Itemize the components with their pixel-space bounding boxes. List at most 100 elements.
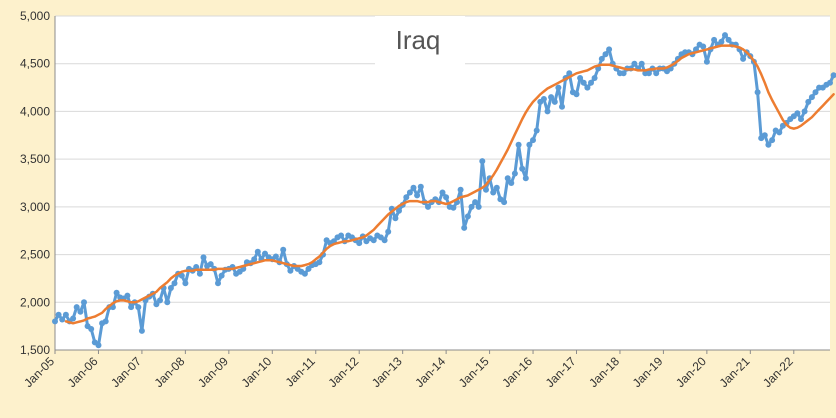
data-point <box>769 137 776 144</box>
x-tick-label: Jan-09 <box>195 354 231 390</box>
data-point <box>602 51 609 58</box>
data-point <box>475 203 482 210</box>
data-point <box>385 228 392 235</box>
data-point <box>70 315 77 322</box>
data-point <box>530 137 536 144</box>
data-point <box>722 32 728 39</box>
data-point <box>62 311 69 318</box>
data-point <box>417 183 424 190</box>
x-tick-label: Jan-19 <box>630 354 666 390</box>
data-point <box>218 272 225 279</box>
data-point <box>493 184 500 191</box>
x-tick-label: Jan-07 <box>108 354 144 390</box>
data-point <box>472 199 479 206</box>
data-point <box>95 342 102 349</box>
data-point <box>272 253 279 260</box>
data-point <box>254 248 261 255</box>
data-point <box>439 189 446 196</box>
data-point <box>316 259 323 266</box>
data-point <box>135 304 142 311</box>
data-point <box>443 194 450 201</box>
data-point <box>138 327 145 334</box>
data-point <box>450 204 457 211</box>
data-point <box>504 175 511 182</box>
data-point <box>598 55 605 62</box>
data-point <box>798 116 804 123</box>
data-point <box>305 265 312 272</box>
data-point <box>711 36 718 43</box>
data-point <box>700 43 707 50</box>
x-tick-label: Jan-22 <box>760 354 796 390</box>
data-point <box>406 189 413 196</box>
data-point <box>620 70 627 77</box>
data-point <box>52 318 58 325</box>
x-tick-label: Jan-20 <box>673 354 709 390</box>
data-point <box>157 297 163 304</box>
data-point <box>102 318 109 325</box>
data-point <box>555 84 562 91</box>
data-point <box>370 237 377 244</box>
data-point <box>262 250 268 257</box>
data-point <box>566 70 573 77</box>
x-tick-label: Jan-08 <box>152 354 188 390</box>
data-point <box>522 175 529 182</box>
data-point <box>511 170 518 177</box>
data-point <box>396 207 402 214</box>
data-point <box>580 79 587 86</box>
data-point <box>251 256 258 263</box>
y-tick-label: 5,000 <box>20 9 50 23</box>
data-point <box>761 132 768 139</box>
data-point <box>559 103 565 110</box>
data-point <box>631 60 638 67</box>
data-point <box>533 127 540 134</box>
data-point <box>425 203 431 210</box>
data-point <box>200 254 207 261</box>
x-tick-label: Jan-21 <box>717 354 753 390</box>
x-tick-label: Jan-17 <box>543 354 579 390</box>
data-point <box>464 213 471 220</box>
data-point <box>55 311 62 318</box>
data-point <box>164 299 171 306</box>
y-tick-label: 4,000 <box>20 104 50 118</box>
data-point <box>280 246 287 253</box>
data-point <box>577 75 584 81</box>
data-point <box>392 215 399 222</box>
data-point <box>808 94 815 101</box>
data-point <box>606 46 613 53</box>
data-point <box>182 280 189 287</box>
data-point <box>403 194 410 201</box>
data-point <box>765 141 772 148</box>
x-tick-label: Jan-13 <box>369 354 405 390</box>
data-point <box>801 108 808 115</box>
data-point <box>588 79 594 86</box>
data-point <box>167 285 174 291</box>
data-point <box>77 308 84 315</box>
data-point <box>501 199 508 206</box>
data-point <box>490 189 497 196</box>
data-point <box>461 224 468 231</box>
chart-title: Iraq <box>396 25 441 55</box>
data-point <box>479 158 486 165</box>
data-point <box>124 292 131 299</box>
x-axis-ticks: Jan-05 Jan-06 Jan-07 Jan-08 Jan-09 Jan-10 Jan-… <box>21 350 796 390</box>
data-point <box>725 36 732 43</box>
data-point <box>153 301 160 308</box>
data-point <box>544 108 551 115</box>
x-tick-label: Jan-06 <box>65 354 101 390</box>
data-point <box>88 326 95 332</box>
data-point <box>81 299 87 306</box>
x-tick-label: Jan-16 <box>499 354 535 390</box>
y-axis-ticks: 1,500 2,000 2,500 3,000 3,500 4,000 4,500 5,000 <box>20 9 50 357</box>
y-tick-label: 3,000 <box>20 200 50 214</box>
data-point <box>551 98 558 105</box>
data-point <box>128 304 135 311</box>
data-point <box>638 60 645 67</box>
data-point <box>794 110 801 117</box>
y-tick-label: 4,500 <box>20 57 50 71</box>
x-tick-label: Jan-10 <box>239 354 275 390</box>
data-point <box>178 272 185 279</box>
y-tick-label: 2,000 <box>20 295 50 309</box>
data-point <box>410 184 417 191</box>
